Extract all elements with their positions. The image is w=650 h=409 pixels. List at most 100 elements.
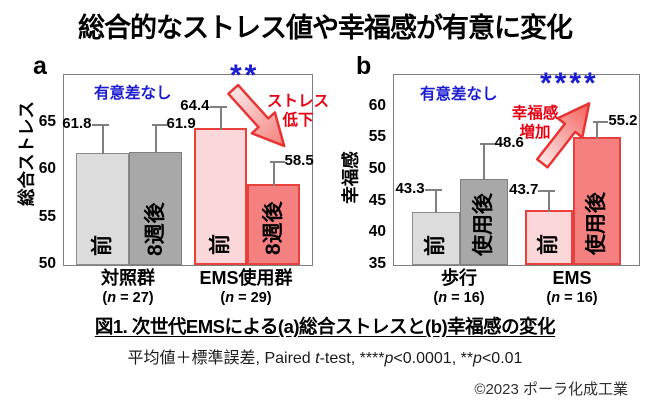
plot-area: 有意差なし ** ストレス 低下 前 61.8 8週後 61.9 前 64.4 8週後 58.… <box>62 59 329 266</box>
value-label: 61.9 <box>166 115 196 133</box>
happiness-increase-arrow-icon <box>535 102 591 169</box>
significance-asterisks: **** <box>540 67 599 100</box>
chart-panel-b: b 幸福感 35 40 45 50 55 60 有意差なし **** 幸福感 増加 前 43… <box>340 52 650 325</box>
bar: 前 64.4 <box>180 97 247 265</box>
bar: 8週後 61.9 <box>129 115 196 265</box>
bars-container: 前 43.3 使用後 48.6 前 43.7 使用後 55.2 <box>394 75 639 265</box>
text-segment: ( <box>433 290 439 306</box>
stats-note: 平均値＋標準誤差, Paired t-test, ****p<0.0001, *… <box>0 344 650 368</box>
text-segment: n <box>225 290 235 306</box>
panel-letter-b: b <box>356 52 372 80</box>
error-bar <box>216 105 227 131</box>
stress-decrease-arrow-icon <box>227 83 286 148</box>
bar: 使用後 55.2 <box>573 112 638 265</box>
y-tick-label: 50 <box>368 160 386 177</box>
bars-container: 前 61.8 8週後 61.9 前 64.4 8週後 58.5 <box>62 75 314 265</box>
panel-letter-a: a <box>33 52 47 80</box>
group-name: 歩行 <box>441 268 477 288</box>
x-axis-group-label: EMS (n = 16) <box>546 267 597 307</box>
text-segment: ( <box>102 290 108 306</box>
bar-group: 前 64.4 8週後 58.5 <box>180 97 314 265</box>
leader-line <box>599 121 609 124</box>
text-segment: = 27) <box>116 290 154 306</box>
leader-line <box>209 105 219 108</box>
text-segment: ( <box>546 290 552 306</box>
bar-inner-label: 使用後 <box>471 193 495 256</box>
bar: 8週後 58.5 <box>247 152 314 265</box>
error-bar <box>269 160 280 187</box>
leader-line <box>424 188 434 191</box>
value-label: 55.2 <box>608 112 638 130</box>
text-segment: t <box>315 350 320 367</box>
y-tick-label: 65 <box>38 112 56 130</box>
error-bar <box>545 189 556 212</box>
text-segment: ( <box>220 290 226 306</box>
value-label: 58.5 <box>284 151 314 169</box>
group-name: EMS <box>552 268 592 288</box>
text-segment: = 16) <box>447 290 485 306</box>
value-label: 64.4 <box>180 96 210 114</box>
x-axis-labels: 歩行 (n = 16) EMS (n = 16) <box>393 267 638 313</box>
leader-line <box>538 189 548 192</box>
arrow-annotation: 幸福感 増加 <box>507 104 563 142</box>
text-segment: n <box>438 290 448 306</box>
error-bar <box>151 124 162 153</box>
value-label: 43.7 <box>509 180 539 198</box>
x-axis-group-label: 歩行 (n = 16) <box>433 267 484 307</box>
group-name: EMS使用群 <box>199 268 293 288</box>
x-axis-labels: 対照群 (n = 27) EMS使用群 (n = 29) <box>63 267 311 313</box>
text-segment: n <box>551 290 561 306</box>
arrow-annotation-line1: 幸福感 <box>511 105 559 122</box>
y-axis-ticks: 50 55 60 65 <box>0 74 56 273</box>
arrow-annotation-line2: 増加 <box>519 124 551 141</box>
leader-line <box>275 160 285 163</box>
bar: 前 61.8 <box>62 115 129 265</box>
bar-group: 前 61.8 8週後 61.9 <box>62 115 196 265</box>
text-segment: 平均値＋標準誤差, Paired <box>127 350 316 367</box>
y-tick-label: 45 <box>368 191 386 209</box>
bar-group: 前 43.7 使用後 55.2 <box>509 112 638 265</box>
group-n-count: (n = 27) <box>101 289 155 307</box>
y-tick-label: 60 <box>368 96 386 114</box>
x-axis-group-label: 対照群 (n = 27) <box>101 267 155 307</box>
arrow-annotation: ストレス 低下 <box>260 92 336 130</box>
text-segment: = 29) <box>234 290 272 306</box>
bar-inner-label: 前 <box>537 234 561 255</box>
group-n-count: (n = 29) <box>199 289 292 307</box>
bar-group: 前 43.3 使用後 48.6 <box>395 134 524 265</box>
error-bar <box>479 143 490 180</box>
group-n-count: (n = 16) <box>546 289 597 307</box>
text-segment: p <box>384 350 394 367</box>
significance-asterisks: ** <box>230 59 260 92</box>
group-name: 対照群 <box>101 268 155 288</box>
leader-line <box>157 124 167 127</box>
y-tick-label: 60 <box>38 160 56 177</box>
text-segment: <0.0001, ** <box>393 350 474 367</box>
value-label: 61.8 <box>62 114 92 132</box>
figure-caption: 図1. 次世代EMSによる(a)総合ストレスと(b)幸福感の変化 <box>94 316 556 337</box>
chart-panel-a: a 総合ストレス 50 55 60 65 有意差なし ** ストレス 低下 前 61.8… <box>0 52 335 325</box>
arrow-annotation-line1: ストレス <box>266 93 329 110</box>
bar-inner-label: 8週後 <box>261 201 285 255</box>
value-label: 43.3 <box>395 179 425 197</box>
text-segment: = 16) <box>560 290 598 306</box>
bar: 使用後 48.6 <box>459 134 524 265</box>
no-significance-label: 有意差なし <box>94 85 172 102</box>
bar-inner-label: 前 <box>90 235 114 256</box>
x-axis-group-label: EMS使用群 (n = 29) <box>199 267 292 307</box>
y-tick-label: 55 <box>38 207 56 225</box>
no-significance-label: 有意差なし <box>420 86 498 103</box>
bar-inner-label: 使用後 <box>585 192 609 255</box>
y-tick-label: 40 <box>368 223 386 241</box>
text-segment: n <box>107 290 117 306</box>
bar: 前 43.7 <box>509 181 574 265</box>
text-segment: -test, **** <box>319 350 385 367</box>
plot-area: 有意差なし **** 幸福感 増加 前 43.3 使用後 48.6 前 43.7 使用後 55… <box>393 67 640 266</box>
text-segment: <0.01 <box>481 350 523 367</box>
copyright-notice: ©2023 ポーラ化成工業 <box>474 381 628 398</box>
arrow-annotation-line2: 低下 <box>282 112 314 129</box>
bar-inner-label: 前 <box>423 235 447 256</box>
leader-line <box>91 123 101 126</box>
figure-title: 総合的なストレス値や幸福感が有意に変化 <box>78 13 573 43</box>
